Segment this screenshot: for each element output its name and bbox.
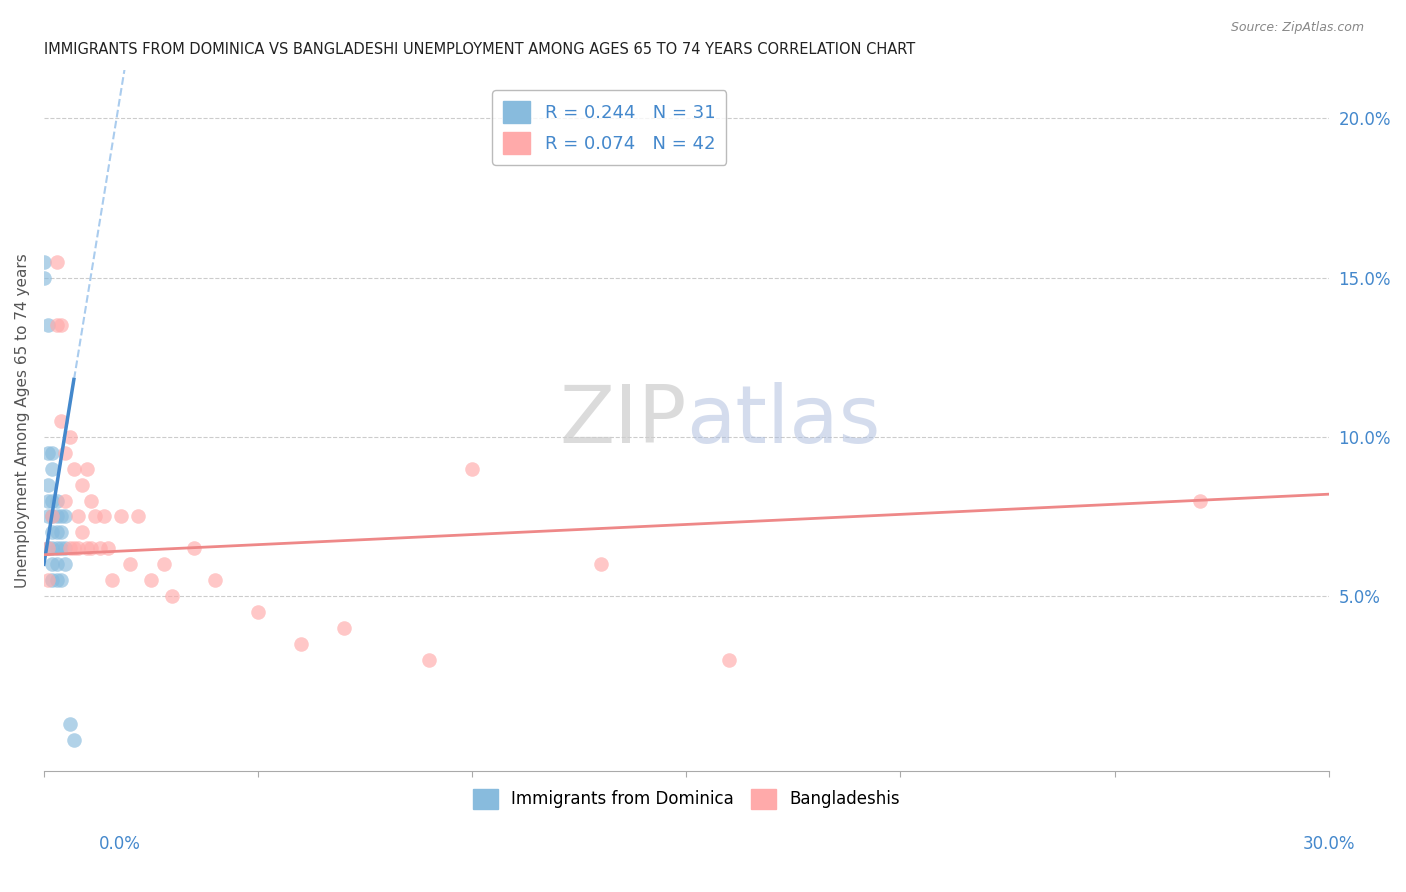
Point (63, 732, 86, 747)
Text: IMMIGRANTS FROM DOMINICA VS BANGLADESHI UNEMPLOYMENT AMONG AGES 65 TO 74 YEARS C: IMMIGRANTS FROM DOMINICA VS BANGLADESHI … (44, 42, 915, 57)
Point (63, 461, 86, 475)
Point (101, 573, 124, 587)
Point (49, 573, 72, 587)
Point (37, 318, 59, 333)
Point (41, 541, 63, 556)
Point (41, 493, 63, 508)
Point (89, 541, 111, 556)
Point (53, 446, 76, 460)
Point (80, 541, 103, 556)
Point (41, 461, 63, 475)
Point (418, 653, 440, 667)
Point (45, 254, 67, 268)
Point (53, 509, 76, 524)
Point (45, 525, 67, 540)
Point (204, 573, 226, 587)
Point (139, 573, 162, 587)
Point (118, 558, 141, 572)
Point (49, 525, 72, 540)
Point (45, 573, 67, 587)
Point (162, 589, 184, 603)
Point (45, 493, 67, 508)
Point (45, 558, 67, 572)
Point (461, 461, 484, 475)
Point (41, 573, 63, 587)
Point (32, 254, 55, 268)
Point (37, 509, 59, 524)
Point (290, 637, 312, 651)
Point (58, 430, 80, 444)
Point (53, 541, 76, 556)
Point (37, 573, 59, 587)
Point (53, 558, 76, 572)
Point (45, 541, 67, 556)
Point (1189, 493, 1212, 508)
Point (76, 541, 98, 556)
Point (67, 541, 90, 556)
Point (110, 509, 132, 524)
Point (183, 541, 205, 556)
Point (37, 446, 59, 460)
Point (72, 477, 94, 491)
Point (49, 414, 72, 428)
Point (53, 493, 76, 508)
Text: Source: ZipAtlas.com: Source: ZipAtlas.com (1230, 21, 1364, 34)
Text: 30.0%: 30.0% (1302, 835, 1355, 853)
Point (72, 525, 94, 540)
Point (37, 477, 59, 491)
Point (63, 541, 86, 556)
Point (37, 493, 59, 508)
Point (41, 525, 63, 540)
Point (37, 541, 59, 556)
Point (45, 509, 67, 524)
Point (332, 621, 354, 635)
Point (58, 541, 80, 556)
Point (58, 716, 80, 731)
Point (153, 558, 176, 572)
Point (76, 461, 98, 475)
Text: atlas: atlas (686, 382, 880, 460)
Text: 0.0%: 0.0% (98, 835, 141, 853)
Point (49, 318, 72, 333)
Point (49, 541, 72, 556)
Text: ZIP: ZIP (560, 382, 686, 460)
Point (37, 541, 59, 556)
Point (84, 509, 107, 524)
Point (67, 509, 90, 524)
Point (718, 653, 741, 667)
Point (41, 509, 63, 524)
Y-axis label: Unemployment Among Ages 65 to 74 years: Unemployment Among Ages 65 to 74 years (15, 253, 30, 589)
Legend: Immigrants from Dominica, Bangladeshis: Immigrants from Dominica, Bangladeshis (467, 782, 907, 815)
Point (45, 318, 67, 333)
Point (41, 558, 63, 572)
Point (41, 446, 63, 460)
Point (41, 509, 63, 524)
Point (32, 270, 55, 285)
Point (247, 605, 270, 619)
Point (93, 509, 115, 524)
Point (127, 509, 149, 524)
Point (97, 541, 120, 556)
Point (80, 493, 103, 508)
Point (49, 509, 72, 524)
Point (589, 558, 612, 572)
